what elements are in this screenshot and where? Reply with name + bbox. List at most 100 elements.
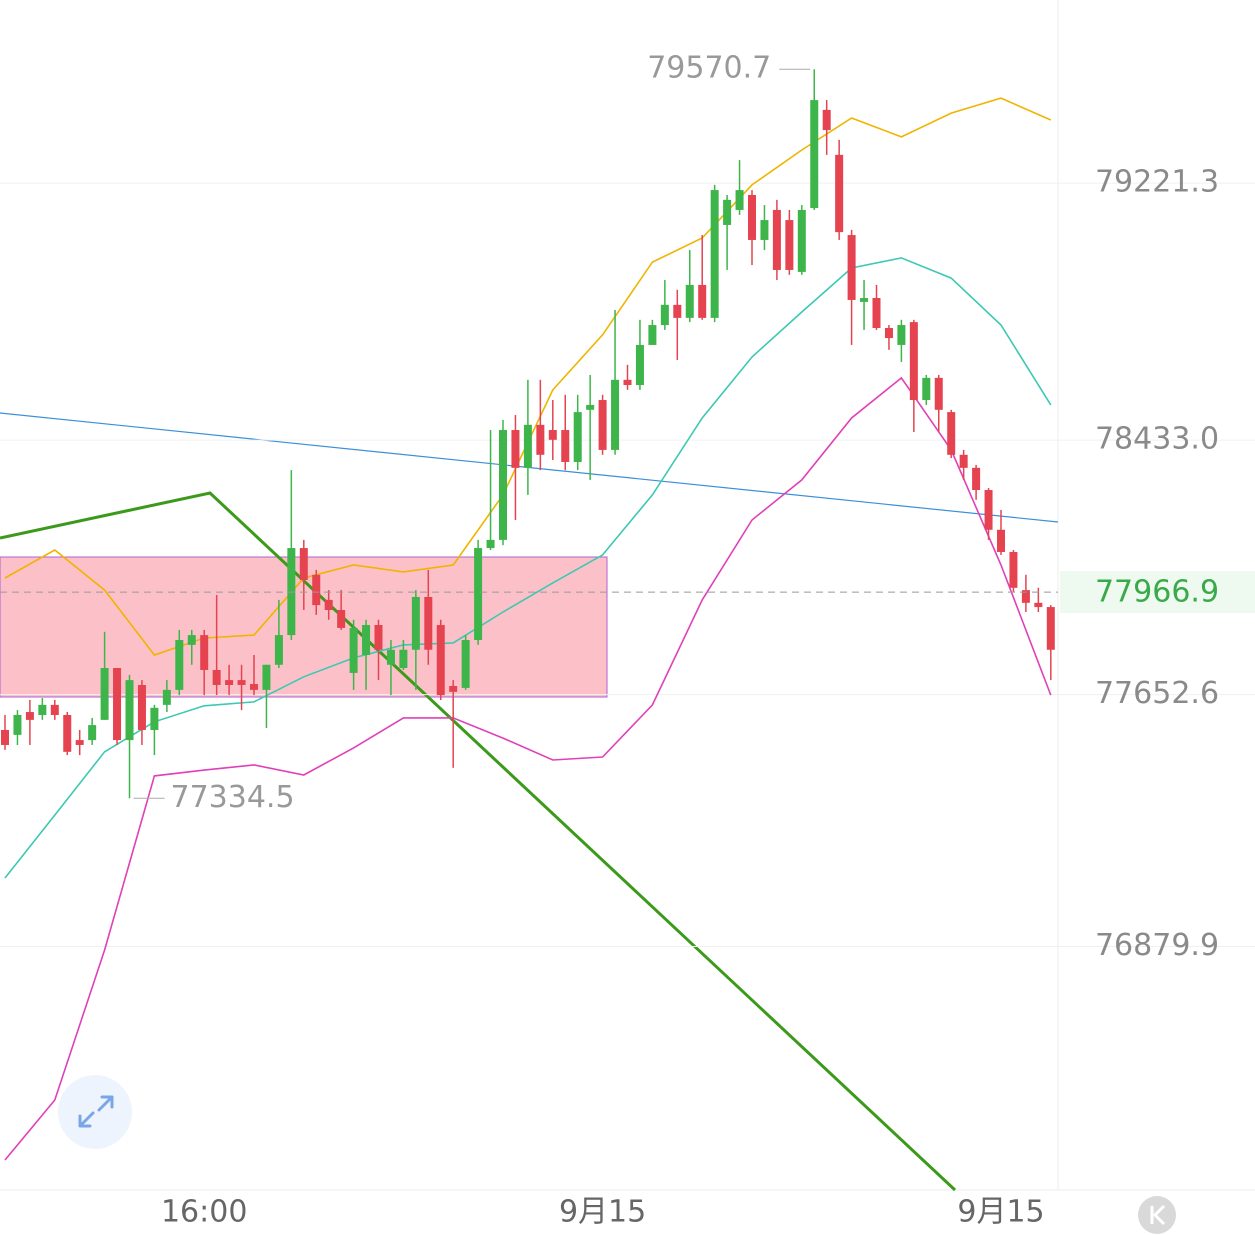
candle-body — [1021, 590, 1030, 603]
candle-body — [38, 704, 47, 715]
candle-body — [673, 304, 682, 318]
candle-body — [959, 454, 968, 468]
candle-body — [1, 729, 9, 745]
candle-body — [972, 467, 981, 491]
candle-body — [1034, 602, 1043, 608]
current-price-label: 77966.9 — [1095, 575, 1219, 610]
y-tick-label: 76879.9 — [1095, 928, 1219, 963]
candle-body — [113, 668, 122, 741]
candle-body — [200, 635, 209, 670]
candle-body — [312, 574, 321, 606]
candle-body — [561, 430, 570, 462]
candle-body — [486, 539, 495, 549]
candle-body — [274, 635, 283, 665]
candle-body — [997, 529, 1005, 552]
y-tick-label: 78433.0 — [1095, 422, 1219, 457]
candle-body — [586, 404, 595, 410]
candle-body — [611, 379, 620, 450]
candle-body — [1046, 607, 1055, 650]
candle-body — [710, 190, 719, 318]
candle-body — [660, 304, 669, 326]
candle-body — [162, 689, 171, 705]
band-line — [4, 376, 1052, 1161]
candle-body — [125, 680, 134, 741]
candle-body — [436, 624, 445, 696]
x-tick-label: 9月15 — [957, 1195, 1044, 1230]
candle-body — [884, 327, 893, 339]
candle-body — [75, 740, 84, 745]
y-tick-label: 77652.6 — [1095, 676, 1219, 711]
candle-body — [449, 685, 458, 692]
candle-body — [947, 412, 956, 455]
candle-body — [474, 548, 483, 640]
expand-button[interactable] — [58, 1075, 132, 1149]
y-tick-label: 79221.3 — [1095, 165, 1219, 200]
candle-body — [897, 325, 906, 345]
candle-body — [137, 684, 146, 730]
candle-body — [225, 680, 234, 685]
band-line — [4, 257, 1052, 879]
candle-body — [835, 154, 844, 233]
candle-body — [175, 639, 184, 690]
candle-body — [250, 684, 258, 690]
candle-body — [760, 220, 769, 240]
candle-body — [88, 725, 97, 741]
candle-body — [499, 430, 507, 540]
candle-body — [50, 704, 59, 715]
candle-body — [187, 635, 196, 645]
candle-body — [374, 624, 383, 650]
candle-body — [25, 712, 34, 720]
current-price-badge — [1060, 571, 1255, 614]
candle-body — [13, 714, 22, 735]
drawn-line — [0, 491, 957, 1192]
candle-body — [772, 209, 781, 270]
candle-body — [237, 680, 246, 685]
candle-body — [922, 377, 931, 401]
candle-body — [299, 548, 308, 581]
low-label: 77334.5 — [171, 780, 295, 815]
candle-body — [723, 199, 732, 225]
candle-body — [573, 412, 582, 462]
candle-body — [150, 707, 159, 730]
candle-body — [934, 377, 943, 410]
candle-body — [337, 609, 346, 628]
candle-body — [785, 220, 794, 270]
high-label: 79570.7 — [647, 51, 771, 86]
candle-body — [399, 649, 408, 669]
candle-body — [735, 190, 744, 210]
candle-body — [872, 297, 881, 328]
candle-body — [822, 109, 831, 131]
candle-body — [287, 548, 296, 636]
candle-body — [623, 379, 632, 386]
candle-body — [100, 668, 109, 720]
x-tick-label: 9月15 — [559, 1195, 646, 1230]
scroll-icon — [1150, 1204, 1166, 1226]
candle-body — [63, 714, 72, 752]
candle-body — [810, 100, 819, 209]
x-tick-label: 16:00 — [161, 1195, 247, 1230]
expand-icon — [78, 1095, 114, 1128]
candle-body — [635, 344, 644, 386]
candle-body — [523, 424, 532, 468]
candle-body — [386, 649, 395, 665]
candle-body — [324, 599, 333, 610]
candle-body — [548, 430, 557, 440]
candle-body — [349, 627, 358, 673]
candle-body — [648, 325, 657, 345]
candle-body — [511, 430, 520, 468]
candle-body — [536, 424, 545, 455]
candle-body — [797, 209, 806, 272]
candle-body — [698, 284, 707, 318]
candle-body — [1009, 551, 1018, 588]
candle-body — [461, 639, 470, 688]
candle-body — [598, 400, 607, 450]
scroll-button[interactable] — [1138, 1196, 1176, 1234]
candle-body — [984, 490, 993, 530]
candle-body — [411, 596, 420, 650]
candle-body — [847, 235, 856, 300]
candle-body — [424, 596, 433, 650]
candle-body — [262, 664, 271, 690]
candle-body — [685, 284, 694, 318]
